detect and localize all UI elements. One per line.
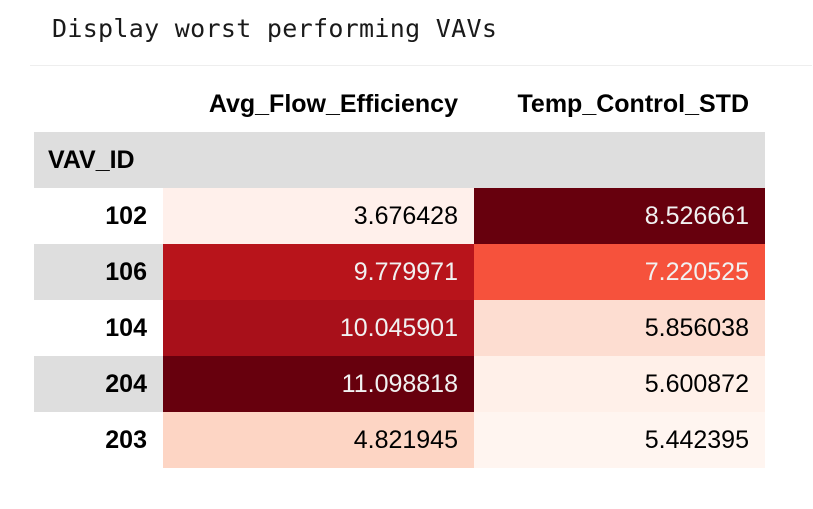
index-name-blank xyxy=(163,132,474,188)
table-cell: 5.600872 xyxy=(474,356,765,412)
table-row: 203 4.821945 5.442395 xyxy=(34,412,765,468)
table-row: 104 10.045901 5.856038 xyxy=(34,300,765,356)
row-index: 203 xyxy=(34,412,163,468)
row-index: 106 xyxy=(34,244,163,300)
table-cell: 7.220525 xyxy=(474,244,765,300)
index-name-blank xyxy=(474,132,765,188)
table-cell: 4.821945 xyxy=(163,412,474,468)
index-name-row: VAV_ID xyxy=(34,132,765,188)
row-index: 102 xyxy=(34,188,163,244)
row-index: 104 xyxy=(34,300,163,356)
column-header-temp-control-std: Temp_Control_STD xyxy=(517,89,750,118)
cell-divider xyxy=(30,65,812,66)
column-header-row: Avg_Flow_Efficiency Temp_Control_STD xyxy=(34,76,765,132)
table-cell: 9.779971 xyxy=(163,244,474,300)
table-cell: 8.526661 xyxy=(474,188,765,244)
table-cell: 5.442395 xyxy=(474,412,765,468)
table-row: 106 9.779971 7.220525 xyxy=(34,244,765,300)
table-row: 102 3.676428 8.526661 xyxy=(34,188,765,244)
table-row: 204 11.098818 5.600872 xyxy=(34,356,765,412)
column-header-avg-flow-efficiency: Avg_Flow_Efficiency xyxy=(208,89,458,118)
table-cell: 11.098818 xyxy=(163,356,474,412)
styled-dataframe: Avg_Flow_Efficiency Temp_Control_STD VAV… xyxy=(34,76,765,468)
table-cell: 10.045901 xyxy=(163,300,474,356)
index-name-label: VAV_ID xyxy=(34,132,163,188)
table-cell: 3.676428 xyxy=(163,188,474,244)
header-corner xyxy=(34,76,163,132)
row-index: 204 xyxy=(34,356,163,412)
table-cell: 5.856038 xyxy=(474,300,765,356)
cell-markdown-text: Display worst performing VAVs xyxy=(52,14,498,43)
